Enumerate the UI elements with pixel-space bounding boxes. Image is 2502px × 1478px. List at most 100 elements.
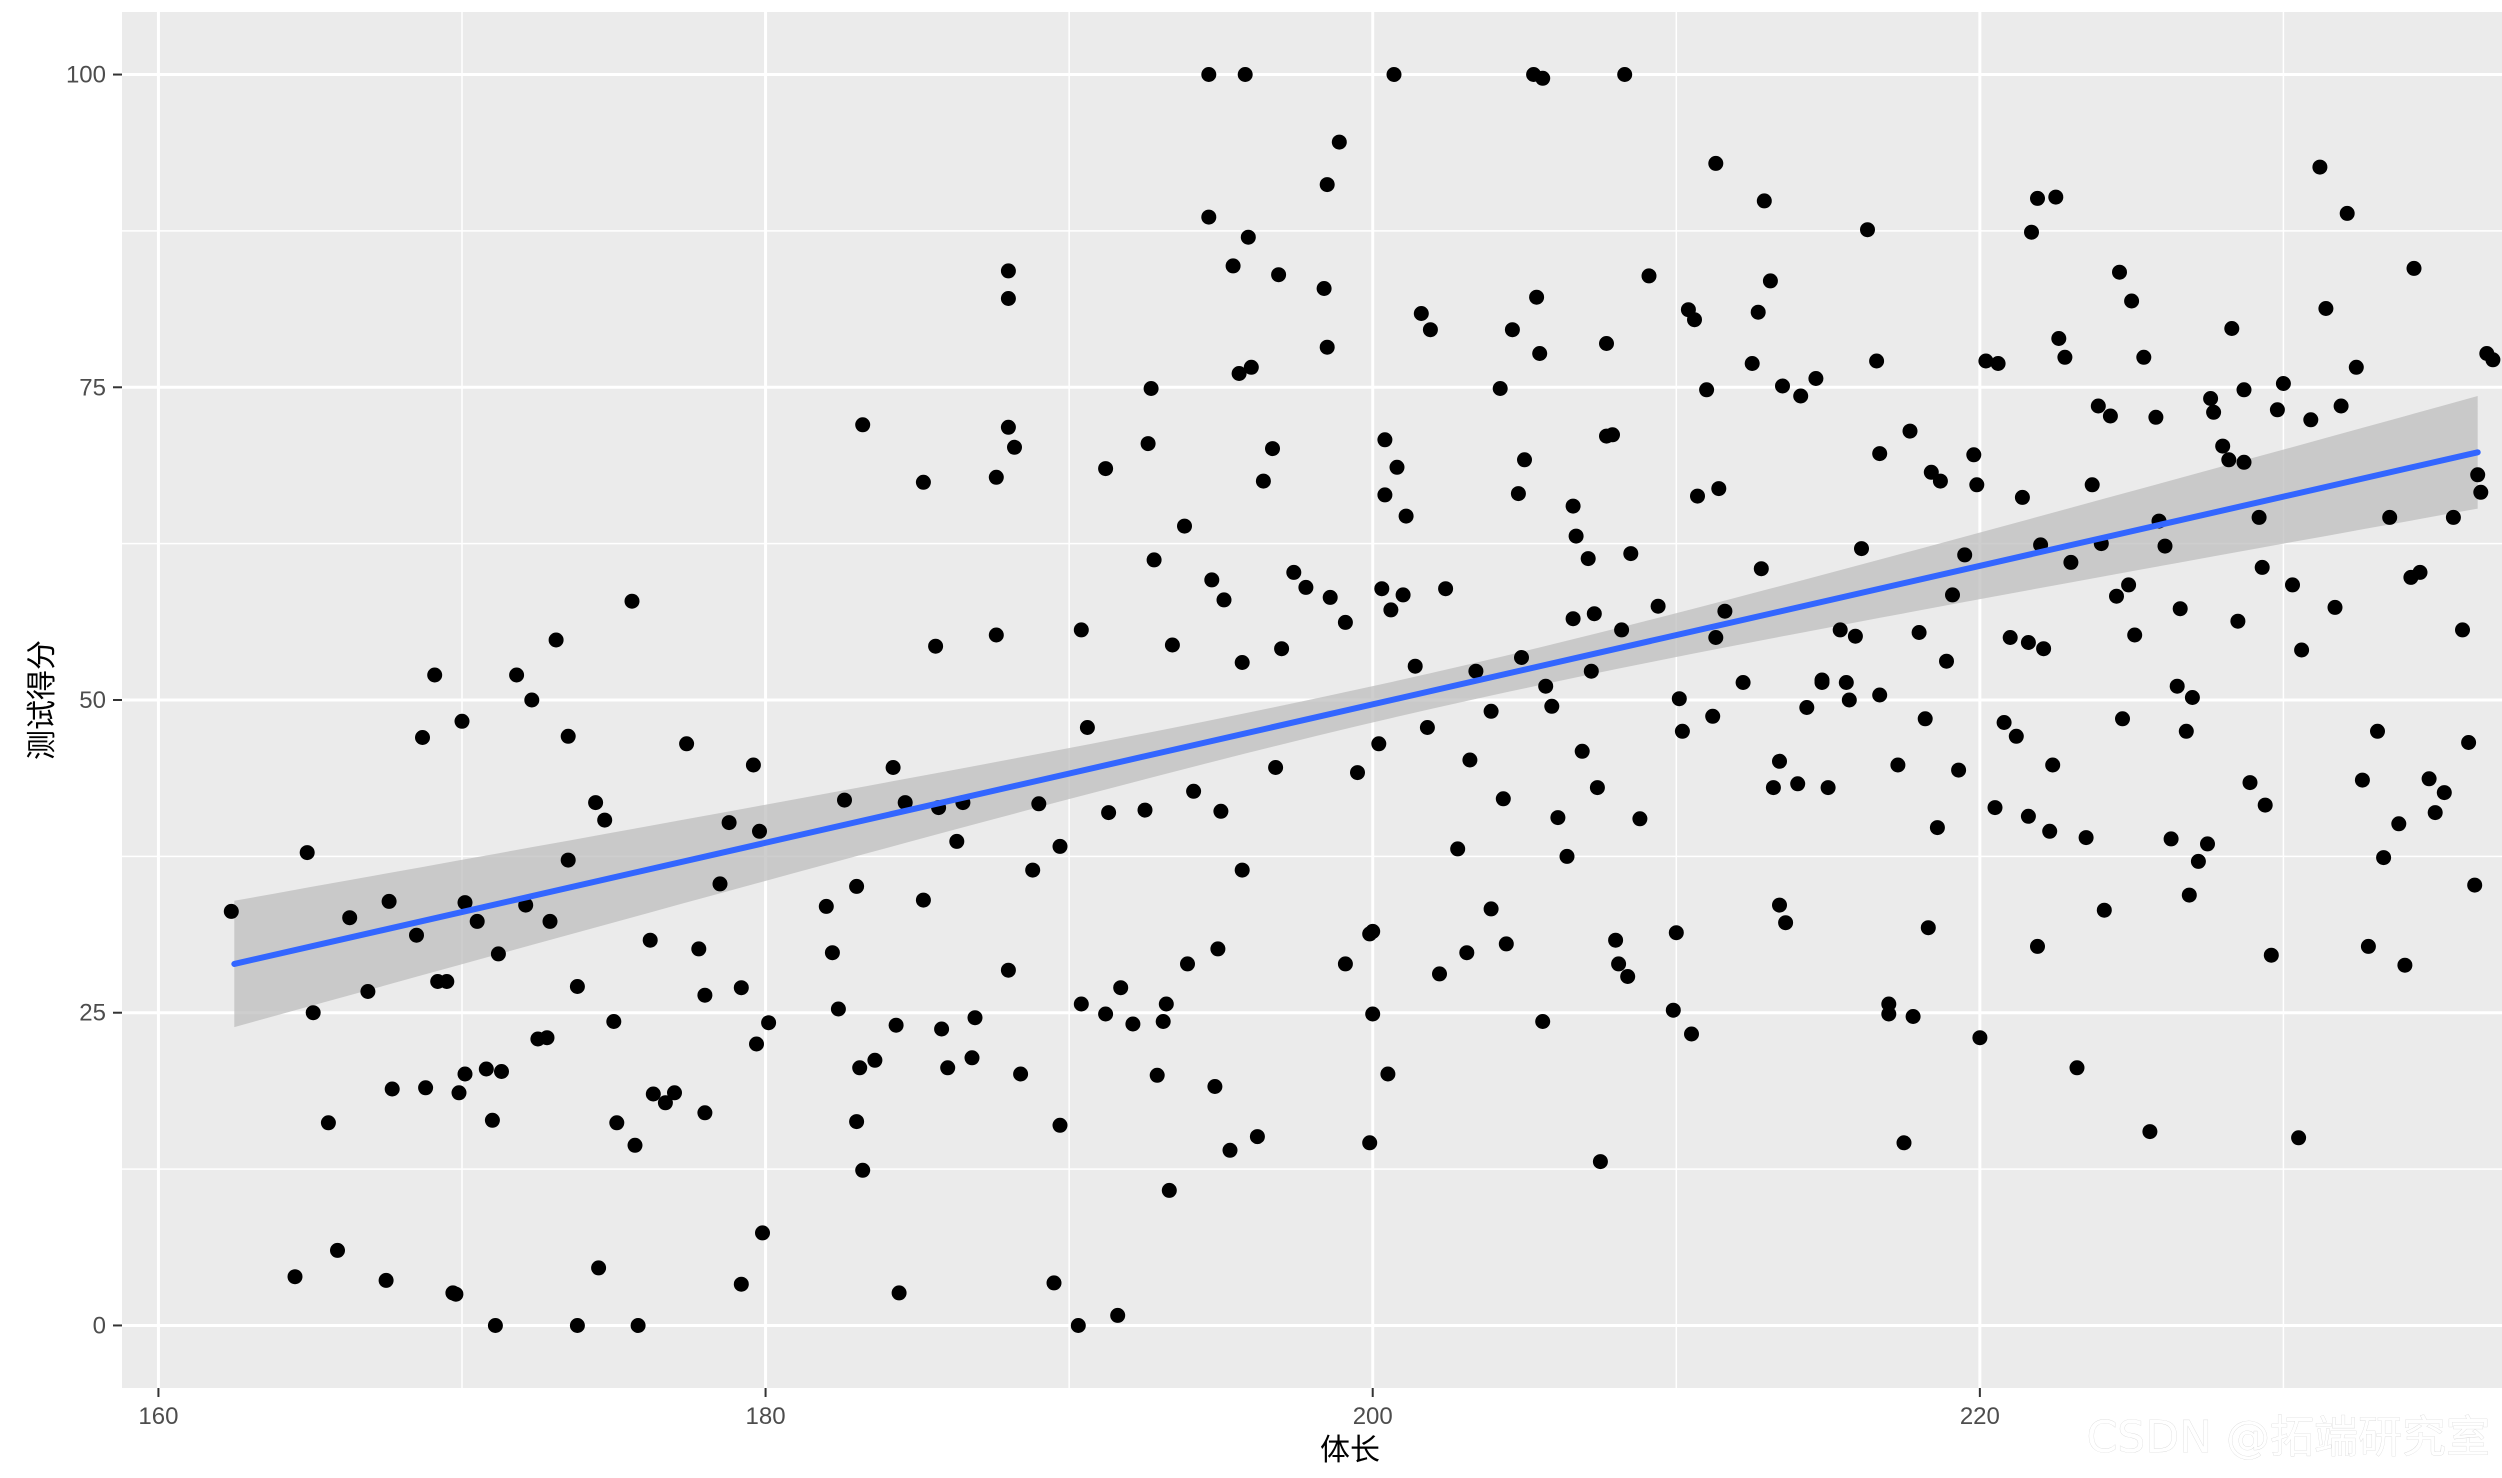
data-point: [469, 913, 485, 929]
y-tick-label: 75: [79, 374, 106, 401]
data-point: [1286, 564, 1302, 580]
data-point: [2057, 349, 2073, 365]
data-point: [818, 898, 834, 914]
data-point: [1951, 762, 1967, 778]
data-point: [2251, 509, 2267, 525]
data-point: [1586, 606, 1602, 622]
data-point: [2084, 477, 2100, 493]
data-point: [299, 845, 315, 861]
x-tick-label: 220: [1960, 1403, 2000, 1430]
data-point: [606, 1014, 622, 1029]
data-point: [2102, 408, 2118, 424]
data-point: [330, 1242, 345, 1258]
data-point: [1298, 579, 1314, 595]
data-point: [1529, 289, 1545, 305]
data-point: [1322, 589, 1338, 605]
data-point: [1213, 803, 1229, 819]
data-point: [1854, 541, 1869, 557]
data-point: [560, 852, 576, 868]
data-point: [967, 1010, 983, 1026]
data-point: [384, 1081, 400, 1097]
data-point: [867, 1052, 883, 1068]
data-point: [1510, 486, 1526, 502]
data-point: [1881, 996, 1897, 1012]
data-point: [2036, 641, 2052, 657]
data-point: [1186, 783, 1202, 799]
data-point: [2224, 321, 2240, 336]
data-point: [2142, 1124, 2158, 1140]
data-point: [427, 667, 443, 683]
data-point: [2348, 359, 2364, 375]
data-point: [1753, 561, 1769, 577]
data-point: [934, 1021, 950, 1037]
data-point: [885, 760, 901, 775]
data-point: [2230, 613, 2246, 629]
data-point: [1046, 1275, 1062, 1291]
data-point: [457, 1066, 473, 1082]
data-point: [915, 892, 931, 908]
data-point: [1860, 222, 1875, 238]
data-point: [1407, 658, 1423, 674]
data-point: [1620, 969, 1636, 984]
data-point: [305, 1005, 321, 1021]
data-point: [1711, 481, 1727, 497]
data-point: [1143, 381, 1159, 396]
data-point: [1316, 281, 1332, 296]
data-point: [2467, 877, 2483, 893]
data-point: [2257, 797, 2273, 813]
data-point: [1671, 691, 1687, 707]
data-point: [1559, 848, 1575, 864]
data-point: [2148, 409, 2164, 425]
data-point: [1580, 551, 1596, 567]
data-point: [928, 638, 944, 654]
data-point: [837, 792, 852, 808]
data-point: [378, 1272, 394, 1288]
data-point: [2485, 352, 2501, 368]
data-point: [630, 1318, 646, 1333]
data-point: [2190, 853, 2206, 869]
data-point: [1000, 291, 1016, 306]
data-point: [2181, 887, 2197, 903]
data-point: [691, 941, 707, 957]
data-point: [2042, 823, 2058, 839]
data-point: [1869, 353, 1885, 369]
data-point: [1374, 581, 1390, 597]
data-point: [487, 1318, 503, 1333]
data-point: [418, 1080, 434, 1096]
data-point: [1137, 802, 1153, 818]
data-point: [2008, 728, 2024, 744]
data-point: [2215, 438, 2231, 454]
data-point: [409, 927, 424, 943]
data-point: [761, 1015, 777, 1031]
data-point: [1972, 1030, 1988, 1046]
data-point: [1978, 353, 1994, 369]
data-point: [2206, 404, 2222, 420]
data-point: [1917, 711, 1933, 727]
data-point: [2030, 938, 2045, 954]
data-point: [1383, 602, 1399, 618]
data-point: [2112, 264, 2127, 280]
data-point: [988, 627, 1004, 643]
data-point: [2285, 577, 2300, 593]
data-point: [1207, 1079, 1223, 1094]
x-tick-label: 160: [138, 1403, 178, 1430]
data-point: [1592, 1154, 1608, 1170]
data-point: [2303, 412, 2319, 428]
data-point: [1532, 346, 1548, 361]
data-point: [597, 812, 613, 828]
data-point: [830, 1001, 846, 1017]
data-point: [1550, 810, 1566, 826]
data-point: [915, 474, 931, 490]
data-point: [2096, 902, 2112, 918]
data-point: [2169, 678, 2185, 694]
data-point: [752, 823, 767, 839]
data-point: [588, 795, 604, 811]
data-point: [2221, 452, 2237, 468]
data-point: [1013, 1066, 1029, 1082]
data-point: [1007, 439, 1022, 455]
data-point: [1268, 760, 1284, 775]
y-tick-label: 25: [79, 1000, 106, 1027]
data-point: [1031, 796, 1047, 812]
data-point: [1650, 598, 1666, 614]
data-point: [381, 893, 397, 909]
